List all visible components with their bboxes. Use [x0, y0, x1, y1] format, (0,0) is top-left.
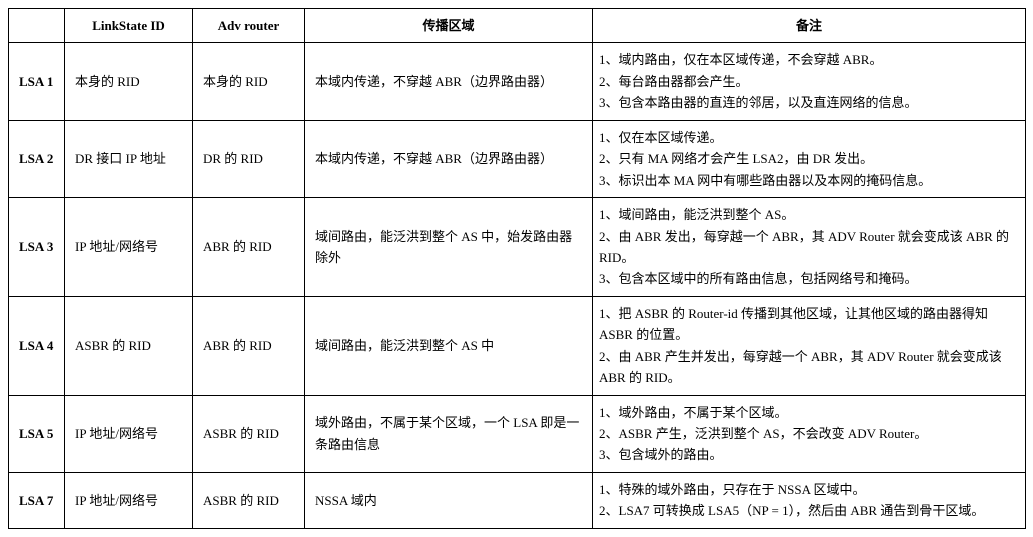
cell-adv-router: ASBR 的 RID: [193, 395, 305, 472]
cell-linkstate-id: IP 地址/网络号: [65, 395, 193, 472]
note-line: 2、由 ABR 发出，每穿越一个 ABR，其 ADV Router 就会变成该 …: [599, 226, 1017, 269]
cell-linkstate-id: IP 地址/网络号: [65, 472, 193, 528]
cell-scope: 域外路由，不属于某个区域，一个 LSA 即是一条路由信息: [305, 395, 593, 472]
table-header-row: LinkState ID Adv router 传播区域 备注: [9, 9, 1026, 43]
cell-scope: 域间路由，能泛洪到整个 AS 中，始发路由器除外: [305, 198, 593, 297]
table-row: LSA 3IP 地址/网络号ABR 的 RID域间路由，能泛洪到整个 AS 中，…: [9, 198, 1026, 297]
note-line: 2、LSA7 可转换成 LSA5（NP = 1），然后由 ABR 通告到骨干区域…: [599, 500, 1017, 521]
cell-notes: 1、域间路由，能泛洪到整个 AS。2、由 ABR 发出，每穿越一个 ABR，其 …: [593, 198, 1026, 297]
note-line: 1、把 ASBR 的 Router-id 传播到其他区域，让其他区域的路由器得知…: [599, 303, 1017, 346]
col-header-advrouter: Adv router: [193, 9, 305, 43]
note-line: 1、域内路由，仅在本区域传递，不会穿越 ABR。: [599, 49, 1017, 70]
cell-notes: 1、域外路由，不属于某个区域。2、ASBR 产生，泛洪到整个 AS，不会改变 A…: [593, 395, 1026, 472]
note-line: 3、包含本路由器的直连的邻居，以及直连网络的信息。: [599, 92, 1017, 113]
note-line: 1、特殊的域外路由，只存在于 NSSA 区域中。: [599, 479, 1017, 500]
note-line: 2、每台路由器都会产生。: [599, 71, 1017, 92]
note-line: 3、标识出本 MA 网中有哪些路由器以及本网的掩码信息。: [599, 170, 1017, 191]
lsa-types-table: LinkState ID Adv router 传播区域 备注 LSA 1本身的…: [8, 8, 1026, 529]
cell-linkstate-id: IP 地址/网络号: [65, 198, 193, 297]
table-row: LSA 1本身的 RID本身的 RID本域内传递，不穿越 ABR（边界路由器）1…: [9, 43, 1026, 120]
row-label: LSA 4: [9, 296, 65, 395]
cell-notes: 1、仅在本区域传递。2、只有 MA 网络才会产生 LSA2，由 DR 发出。3、…: [593, 120, 1026, 197]
note-line: 2、只有 MA 网络才会产生 LSA2，由 DR 发出。: [599, 148, 1017, 169]
cell-linkstate-id: DR 接口 IP 地址: [65, 120, 193, 197]
cell-scope: 本域内传递，不穿越 ABR（边界路由器）: [305, 120, 593, 197]
cell-adv-router: 本身的 RID: [193, 43, 305, 120]
cell-linkstate-id: ASBR 的 RID: [65, 296, 193, 395]
row-label: LSA 7: [9, 472, 65, 528]
note-line: 2、由 ABR 产生并发出，每穿越一个 ABR，其 ADV Router 就会变…: [599, 346, 1017, 389]
table-row: LSA 7IP 地址/网络号ASBR 的 RIDNSSA 域内1、特殊的域外路由…: [9, 472, 1026, 528]
col-header-blank: [9, 9, 65, 43]
cell-scope: 域间路由，能泛洪到整个 AS 中: [305, 296, 593, 395]
cell-adv-router: ASBR 的 RID: [193, 472, 305, 528]
note-line: 2、ASBR 产生，泛洪到整个 AS，不会改变 ADV Router。: [599, 423, 1017, 444]
cell-scope: 本域内传递，不穿越 ABR（边界路由器）: [305, 43, 593, 120]
row-label: LSA 2: [9, 120, 65, 197]
row-label: LSA 3: [9, 198, 65, 297]
cell-linkstate-id: 本身的 RID: [65, 43, 193, 120]
table-row: LSA 5IP 地址/网络号ASBR 的 RID域外路由，不属于某个区域，一个 …: [9, 395, 1026, 472]
note-line: 1、域间路由，能泛洪到整个 AS。: [599, 204, 1017, 225]
note-line: 1、域外路由，不属于某个区域。: [599, 402, 1017, 423]
table-row: LSA 4ASBR 的 RIDABR 的 RID域间路由，能泛洪到整个 AS 中…: [9, 296, 1026, 395]
col-header-linkstate: LinkState ID: [65, 9, 193, 43]
cell-scope: NSSA 域内: [305, 472, 593, 528]
row-label: LSA 5: [9, 395, 65, 472]
row-label: LSA 1: [9, 43, 65, 120]
note-line: 1、仅在本区域传递。: [599, 127, 1017, 148]
cell-adv-router: ABR 的 RID: [193, 198, 305, 297]
col-header-notes: 备注: [593, 9, 1026, 43]
table-body: LSA 1本身的 RID本身的 RID本域内传递，不穿越 ABR（边界路由器）1…: [9, 43, 1026, 528]
col-header-scope: 传播区域: [305, 9, 593, 43]
cell-notes: 1、把 ASBR 的 Router-id 传播到其他区域，让其他区域的路由器得知…: [593, 296, 1026, 395]
note-line: 3、包含本区域中的所有路由信息，包括网络号和掩码。: [599, 268, 1017, 289]
cell-adv-router: DR 的 RID: [193, 120, 305, 197]
note-line: 3、包含域外的路由。: [599, 444, 1017, 465]
cell-adv-router: ABR 的 RID: [193, 296, 305, 395]
table-row: LSA 2DR 接口 IP 地址DR 的 RID本域内传递，不穿越 ABR（边界…: [9, 120, 1026, 197]
cell-notes: 1、特殊的域外路由，只存在于 NSSA 区域中。2、LSA7 可转换成 LSA5…: [593, 472, 1026, 528]
cell-notes: 1、域内路由，仅在本区域传递，不会穿越 ABR。2、每台路由器都会产生。3、包含…: [593, 43, 1026, 120]
